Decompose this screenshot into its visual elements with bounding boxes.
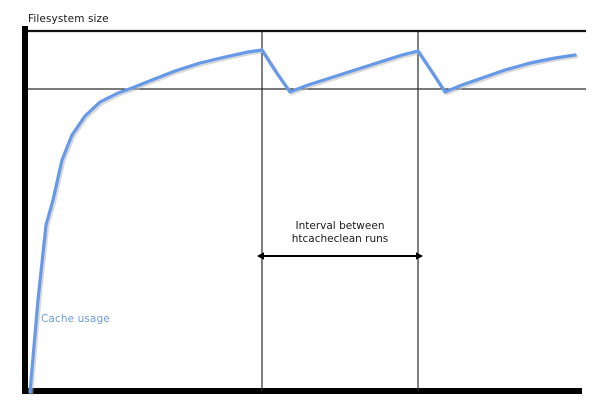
interval-annotation-line-1: Interval between [295, 220, 385, 232]
cache-usage-line [28, 48, 577, 394]
y-axis-title: Filesystem size [28, 13, 109, 25]
interval-annotation: Interval between htcacheclean runs [263, 220, 417, 246]
interval-annotation-line-2: htcacheclean runs [291, 233, 389, 245]
cache-usage-label: Cache usage [41, 313, 110, 325]
